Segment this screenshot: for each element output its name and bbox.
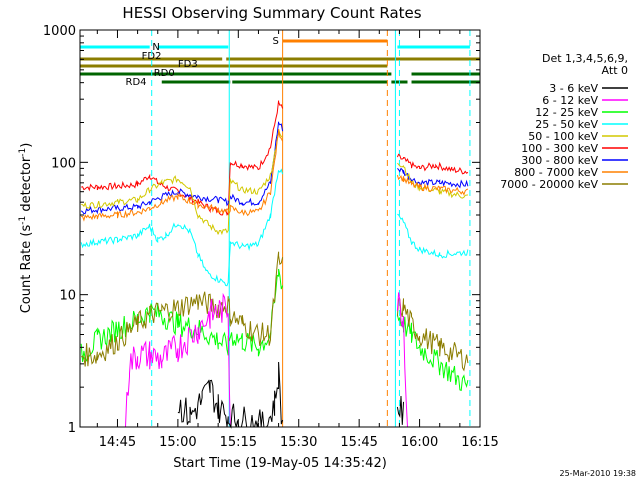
y-axis-label-main: Count Rate (s	[19, 225, 34, 314]
legend-entry-800-7000-kev: 800 - 7000 keV	[514, 166, 598, 179]
legend-entry-3-6-kev: 3 - 6 keV	[549, 82, 598, 95]
y-axis-label-end: )	[19, 143, 34, 148]
x-tick-label: 15:15	[220, 435, 257, 450]
series-7000-20000-kev	[80, 251, 469, 372]
x-tick-label: 15:45	[340, 435, 377, 450]
legend-header-line: Att 0	[602, 64, 628, 77]
plot-frame	[79, 29, 481, 428]
x-tick-label: 16:00	[401, 435, 438, 450]
x-tick-label: 16:15	[461, 435, 498, 450]
x-tick-label: 14:45	[99, 435, 136, 450]
y-axis-label-tail: detector	[19, 156, 34, 216]
x-tick-label: 15:00	[159, 435, 196, 450]
flag-label-fd3: FD3	[178, 59, 198, 70]
flag-label-fd2: FD2	[142, 51, 162, 62]
y-axis-label-exponent-2: -1	[18, 148, 28, 157]
legend-entry-300-800-kev: 300 - 800 keV	[521, 154, 598, 167]
x-axis-label: Start Time (19-May-05 14:35:42)	[173, 456, 387, 471]
series-6-12-kev	[125, 292, 408, 428]
count-rate-curves	[80, 100, 469, 429]
legend-entry-50-100-kev: 50 - 100 keV	[528, 130, 598, 143]
chart-title: HESSI Observing Summary Count Rates	[122, 4, 421, 22]
y-axis-ticks: 1 10 100 1000	[43, 24, 480, 436]
flag-label-rd4: RD4	[126, 77, 147, 88]
flag-label-rd0: RD0	[154, 68, 175, 79]
y-tick-label: 1	[68, 421, 76, 436]
y-axis-label: Count Rate (s-1 detector-1)	[18, 143, 34, 314]
y-axis-label-exponent: -1	[18, 216, 28, 225]
generated-timestamp: 25-Mar-2010 19:38	[560, 469, 637, 478]
flag-label-n: N	[152, 42, 159, 53]
series-300-800-kev	[80, 121, 469, 215]
series-25-50-kev	[80, 168, 469, 287]
legend-entry-25-50-kev: 25 - 50 keV	[535, 118, 598, 131]
x-axis-ticks: 14:45 15:00 15:15 15:30 15:45 16:00 16:15	[96, 30, 499, 450]
legend-entry-100-300-kev: 100 - 300 keV	[521, 142, 598, 155]
y-tick-label: 1000	[43, 24, 76, 39]
legend-header-line: Det 1,3,4,5,6,9,	[542, 52, 628, 65]
flag-label-s: S	[273, 36, 279, 47]
series-100-300-kev	[81, 100, 469, 216]
y-tick-label: 10	[59, 289, 76, 304]
legend-entry-12-25-kev: 12 - 25 keV	[535, 106, 598, 119]
legend-entry-7000-20000-kev: 7000 - 20000 keV	[500, 178, 598, 191]
y-tick-label: 100	[51, 156, 76, 171]
legend-entry-6-12-kev: 6 - 12 keV	[542, 94, 598, 107]
series-800-7000-kev	[81, 129, 469, 222]
x-tick-label: 15:30	[280, 435, 317, 450]
